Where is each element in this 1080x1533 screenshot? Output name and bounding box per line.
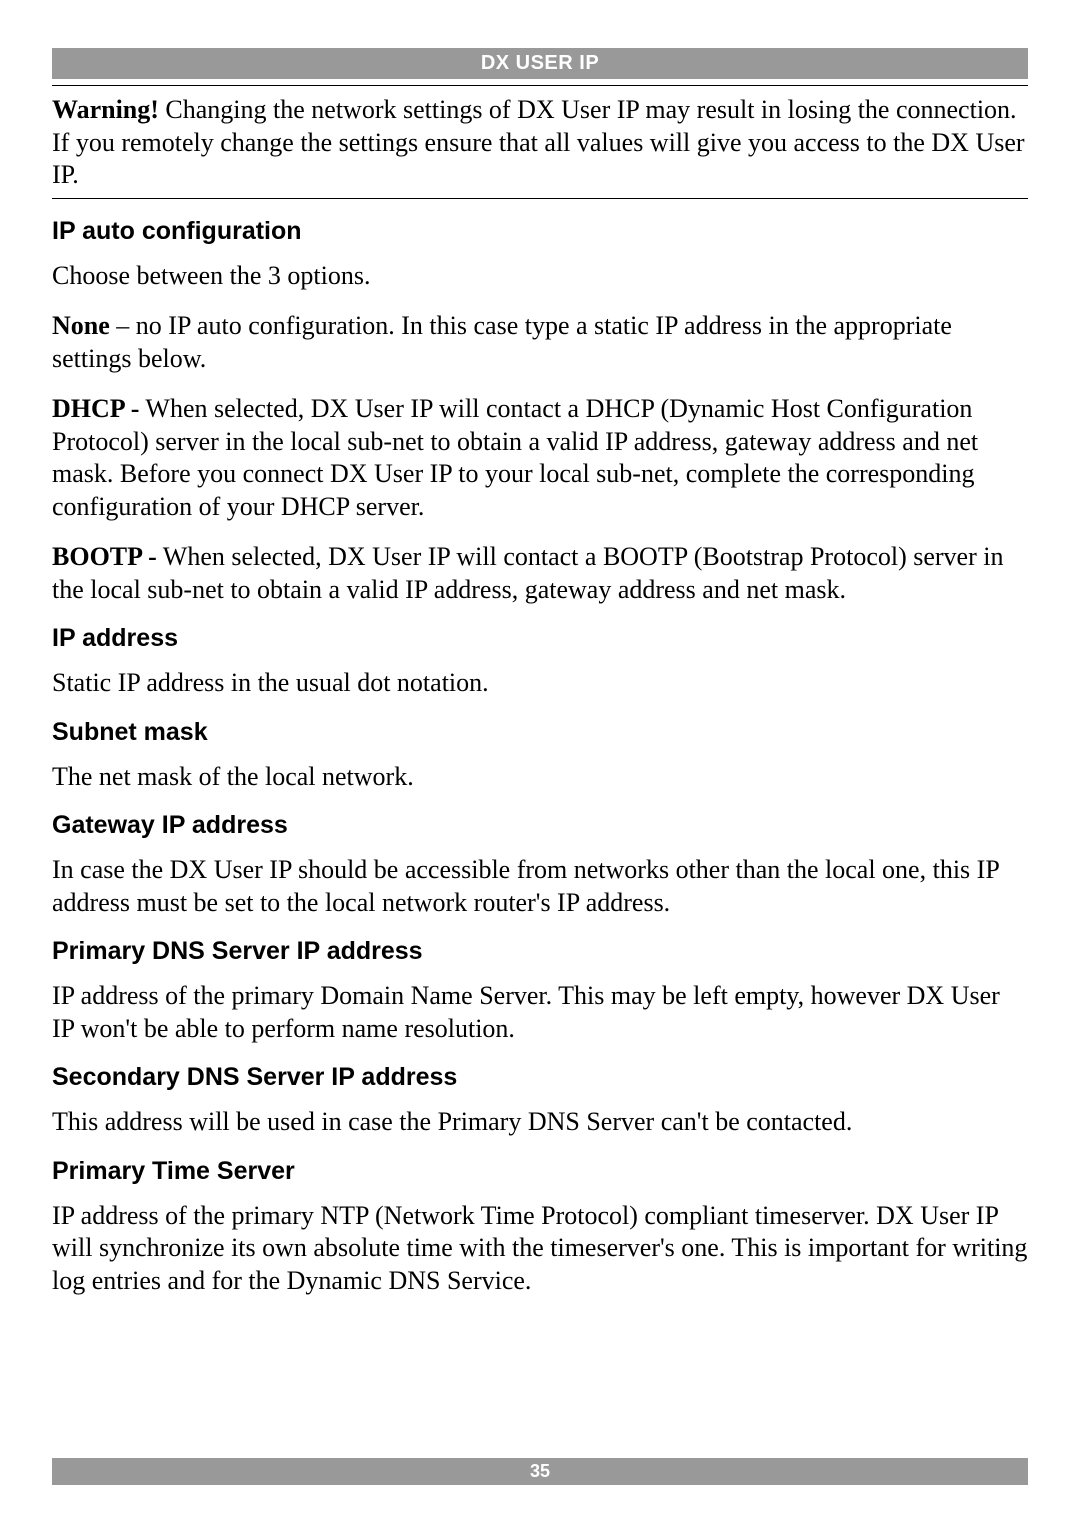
warning-box: Warning! Changing the network settings o… — [52, 85, 1028, 199]
ip-auto-bootp: BOOTP - When selected, DX User IP will c… — [52, 541, 1028, 606]
subnet-text: The net mask of the local network. — [52, 761, 1028, 794]
heading-ip-address: IP address — [52, 624, 1028, 653]
none-text: – no IP auto configuration. In this case… — [52, 311, 952, 373]
page-header-bar: DX USER IP — [52, 48, 1028, 79]
bootp-text: When selected, DX User IP will contact a… — [52, 542, 1003, 604]
none-label: None — [52, 311, 110, 340]
ip-auto-none: None – no IP auto configuration. In this… — [52, 310, 1028, 375]
ip-address-text: Static IP address in the usual dot notat… — [52, 667, 1028, 700]
warning-text: Changing the network settings of DX User… — [52, 95, 1025, 189]
bootp-label: BOOTP - — [52, 542, 157, 571]
heading-primary-time: Primary Time Server — [52, 1157, 1028, 1186]
primary-time-text: IP address of the primary NTP (Network T… — [52, 1200, 1028, 1298]
secondary-dns-text: This address will be used in case the Pr… — [52, 1106, 1028, 1139]
heading-secondary-dns: Secondary DNS Server IP address — [52, 1063, 1028, 1092]
gateway-text: In case the DX User IP should be accessi… — [52, 854, 1028, 919]
heading-primary-dns: Primary DNS Server IP address — [52, 937, 1028, 966]
heading-gateway: Gateway IP address — [52, 811, 1028, 840]
dhcp-label: DHCP - — [52, 394, 139, 423]
ip-auto-dhcp: DHCP - When selected, DX User IP will co… — [52, 393, 1028, 523]
page-header-title: DX USER IP — [481, 52, 599, 74]
page-footer-bar: 35 — [52, 1458, 1028, 1485]
heading-ip-auto: IP auto configuration — [52, 217, 1028, 246]
warning-label: Warning! — [52, 95, 159, 124]
page-number: 35 — [530, 1461, 550, 1481]
primary-dns-text: IP address of the primary Domain Name Se… — [52, 980, 1028, 1045]
warning-paragraph: Warning! Changing the network settings o… — [52, 94, 1028, 192]
ip-auto-intro: Choose between the 3 options. — [52, 260, 1028, 293]
dhcp-text: When selected, DX User IP will contact a… — [52, 394, 978, 521]
heading-subnet: Subnet mask — [52, 718, 1028, 747]
